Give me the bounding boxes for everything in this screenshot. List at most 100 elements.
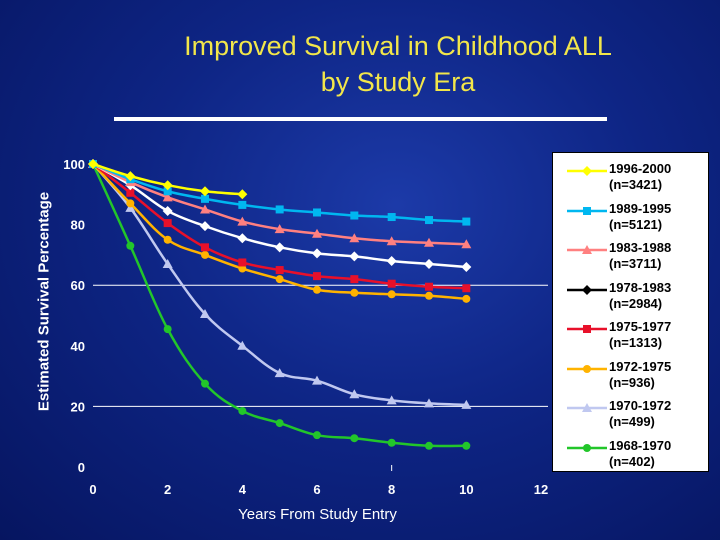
legend-marker-1972-1975 xyxy=(567,364,607,373)
legend-marker-1996-2000 xyxy=(567,166,607,176)
legend: 1996-2000 (n=3421) 1989-1995 (n=5121) 1983-1… xyxy=(552,152,709,472)
y-axis-label: Estimated Survival Percentage xyxy=(35,191,53,412)
legend-label: 1975-1977 xyxy=(609,319,672,334)
y-tick-label-100: 100 xyxy=(63,157,85,172)
point-1975-1977-x2 xyxy=(163,219,172,228)
point-1983-1988-x2 xyxy=(162,192,173,202)
point-1968-1970-x4 xyxy=(238,406,247,415)
legend-symbol-1989-1995 xyxy=(583,206,591,215)
legend-count: (n=3711) xyxy=(609,256,662,271)
point-1978-1983-x9 xyxy=(424,258,434,269)
point-1975-1977-x1 xyxy=(126,188,135,197)
y-tick-label-40: 40 xyxy=(71,339,85,354)
title-underline xyxy=(114,117,607,121)
legend-item-1983-1988: 1983-1988 (n=3711) xyxy=(553,238,708,274)
legend-marker-1989-1995 xyxy=(567,206,607,215)
point-1978-1983-x3 xyxy=(200,221,210,232)
legend-symbol-1968-1970 xyxy=(583,443,591,452)
x-tick-label-8: 8 xyxy=(388,482,395,497)
legend-symbol-1978-1983 xyxy=(582,284,592,295)
point-1968-1970-x8 xyxy=(387,438,396,447)
legend-marker-1983-1988 xyxy=(567,245,607,254)
point-1989-1995-x3 xyxy=(201,194,209,203)
legend-count: (n=3421) xyxy=(609,177,663,192)
legend-symbol-1970-1972 xyxy=(582,403,592,412)
legend-symbol-1996-2000 xyxy=(582,166,592,176)
point-1968-1970-x3 xyxy=(201,379,209,388)
point-1983-1988-x10 xyxy=(461,239,472,249)
series-line-1968-1970 xyxy=(91,163,467,448)
point-1970-1972-x8 xyxy=(386,395,397,405)
point-1972-1975-x1 xyxy=(126,199,135,208)
point-1970-1972-x7 xyxy=(349,389,360,399)
x-tick-label-6: 6 xyxy=(313,482,320,497)
legend-text-1983-1988: 1983-1988 (n=3711) xyxy=(609,240,671,272)
point-1970-1972-x10 xyxy=(461,399,472,409)
point-1968-1970-x10 xyxy=(462,441,471,450)
legend-item-1975-1977: 1975-1977 (n=1313) xyxy=(553,317,708,353)
legend-marker-1968-1970 xyxy=(567,443,607,452)
point-1970-1972-x5 xyxy=(274,368,285,378)
x-tick-label-10: 10 xyxy=(459,482,473,497)
legend-label: 1996-2000 xyxy=(609,161,672,176)
point-1972-1975-x8 xyxy=(387,290,396,299)
series-1978-1983 xyxy=(88,159,472,273)
chart-title-line-1: Improved Survival in Childhood ALL xyxy=(184,31,612,61)
legend-text-1972-1975: 1972-1975 (n=936) xyxy=(609,359,671,391)
point-1978-1983-x5 xyxy=(274,242,285,253)
legend-count: (n=936) xyxy=(609,374,655,390)
legend-label: 1983-1988 xyxy=(609,240,672,255)
series-1983-1988 xyxy=(88,159,472,249)
legend-count: (n=5121) xyxy=(609,216,663,232)
series-1970-1972 xyxy=(88,159,472,409)
point-1983-1988-x4 xyxy=(237,216,248,226)
legend-label: 1978-1983 xyxy=(609,279,672,295)
point-1968-1970-x7 xyxy=(350,434,359,443)
point-1975-1977-x4 xyxy=(238,258,247,267)
legend-symbol-1975-1977 xyxy=(583,325,591,333)
legend-text-1978-1983: 1978-1983 (n=2984) xyxy=(609,280,671,312)
legend-item-1968-1970: 1968-1970 (n=402) xyxy=(553,436,708,472)
point-1972-1975-x9 xyxy=(425,291,433,300)
legend-text-1975-1977: 1975-1977 (n=1313) xyxy=(609,319,671,351)
series-1989-1995 xyxy=(89,160,471,226)
x-tick-label-0: 0 xyxy=(89,482,96,497)
point-1978-1983-x7 xyxy=(349,251,360,262)
point-1996-2000-x1 xyxy=(125,171,136,182)
chart-title: Improved Survival in Childhood ALL by St… xyxy=(0,28,720,100)
point-1968-1970-x9 xyxy=(425,441,433,450)
y-tick-label-20: 20 xyxy=(71,399,85,414)
point-1972-1975-x5 xyxy=(275,275,284,284)
legend-count: (n=402) xyxy=(609,453,655,469)
point-1968-1970-x2 xyxy=(163,325,172,334)
point-1978-1983-x8 xyxy=(386,255,397,266)
point-1996-2000-x0 xyxy=(88,159,98,169)
point-1970-1972-x2 xyxy=(162,258,173,268)
legend-count: (n=499) xyxy=(609,414,655,429)
point-1972-1975-x2 xyxy=(163,235,172,244)
point-1989-1995-x6 xyxy=(313,208,321,217)
legend-text-1970-1972: 1970-1972 (n=499) xyxy=(609,398,671,430)
legend-count: (n=2984) xyxy=(609,295,663,311)
point-1989-1995-x5 xyxy=(275,205,284,214)
legend-item-1972-1975: 1972-1975 (n=936) xyxy=(553,357,708,393)
point-1972-1975-x7 xyxy=(350,288,359,297)
series-1996-2000 xyxy=(88,159,248,200)
point-1972-1975-x3 xyxy=(201,250,209,259)
point-1989-1995-x8 xyxy=(387,213,396,222)
point-1978-1983-x4 xyxy=(237,233,248,244)
point-1968-1970-x5 xyxy=(275,419,284,428)
point-1989-1995-x9 xyxy=(425,216,433,225)
point-1975-1977-x8 xyxy=(387,279,396,288)
point-1968-1970-x6 xyxy=(313,431,321,440)
legend-text-1968-1970: 1968-1970 (n=402) xyxy=(609,438,671,470)
point-1989-1995-x4 xyxy=(238,200,247,209)
point-1975-1977-x10 xyxy=(462,284,471,293)
y-tick-label-60: 60 xyxy=(71,278,85,293)
x-tick-label-2: 2 xyxy=(164,482,171,497)
point-1975-1977-x9 xyxy=(425,282,433,291)
legend-count: (n=1313) xyxy=(609,335,663,350)
legend-marker-1975-1977 xyxy=(567,325,607,333)
point-1970-1972-x6 xyxy=(312,375,322,385)
point-1983-1988-x5 xyxy=(274,224,285,234)
